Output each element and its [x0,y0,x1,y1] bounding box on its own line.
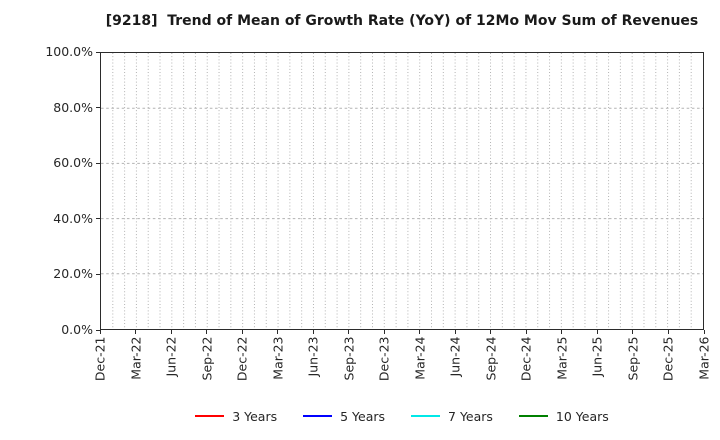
legend-item: 10 Years [518,408,609,424]
x-axis-tick-mark [348,330,350,334]
x-axis-tick-mark [525,330,527,334]
legend-item: 5 Years [303,409,385,424]
legend-label: 7 Years [448,408,493,424]
x-axis-tick-mark [135,330,137,334]
x-axis-tick-mark [277,330,279,334]
y-axis-tick-mark [96,107,100,109]
x-axis-tick-label: Sep-22 [199,336,215,381]
x-axis-tick-mark [632,330,634,334]
chart-title: [9218] Trend of Mean of Growth Rate (YoY… [105,13,699,29]
x-axis-tick-label: Mar-23 [270,336,286,380]
legend-label: 10 Years [555,408,609,424]
x-axis-tick-label: Mar-25 [554,336,570,380]
x-axis-tick-mark [667,330,669,334]
x-axis-tick-label: Dec-25 [660,336,676,382]
x-axis-tick-label: Sep-24 [483,336,499,381]
x-axis-tick-label: Jun-22 [163,336,179,377]
x-axis-tick-label: Mar-26 [696,336,712,380]
x-axis-tick-label: Sep-23 [341,336,357,381]
legend-line-swatch [411,414,441,418]
x-axis-tick-mark [419,330,421,334]
x-axis-tick-mark [703,330,705,334]
x-axis-tick-label: Dec-21 [92,336,108,382]
y-axis-tick-mark [96,51,100,53]
x-axis-tick-mark [454,330,456,334]
x-axis-tick-label: Jun-23 [305,336,321,377]
y-axis-tick-label: 60.0% [53,155,93,171]
x-axis-tick-label: Jun-24 [447,336,463,377]
x-axis-tick-label: Sep-25 [625,336,641,381]
legend-item: 7 Years [411,409,493,424]
y-axis-tick-label: 80.0% [53,99,93,115]
y-axis-tick-label: 20.0% [53,266,93,282]
gridlines [101,53,703,329]
chart-legend: 3 Years 5 Years 7 Years 10 Years [100,405,704,427]
y-axis-tick-label: 0.0% [61,322,93,337]
legend-line-swatch [303,414,333,418]
y-axis-tick-mark [96,329,100,331]
legend-line-swatch [195,414,225,418]
x-axis-tick-mark [170,330,172,334]
x-axis-tick-mark [206,330,208,334]
x-axis-tick-mark [241,330,243,334]
y-axis-tick-mark [96,162,100,164]
legend-label: 3 Years [232,408,278,424]
y-axis-tick-label: 100.0% [45,44,93,59]
x-axis-tick-mark [561,330,563,334]
y-axis-tick-mark [96,273,100,275]
plot-area [100,52,704,330]
y-axis-tick-label: 40.0% [53,210,93,226]
y-axis-tick-mark [96,218,100,220]
x-axis-tick-label: Mar-22 [128,336,144,380]
x-axis-tick-mark [596,330,598,334]
x-axis-tick-label: Dec-24 [518,336,534,382]
x-axis-tick-label: Dec-23 [376,336,392,382]
x-axis-tick-mark [312,330,314,334]
x-axis-tick-label: Mar-24 [412,336,428,380]
x-axis-tick-mark [383,330,385,334]
legend-line-swatch [518,414,548,418]
legend-item: 3 Years [195,409,277,424]
legend-label: 5 Years [340,408,386,424]
x-axis-tick-mark [99,330,101,334]
x-axis-tick-label: Jun-25 [589,336,605,377]
x-axis-tick-mark [490,330,492,334]
x-axis-tick-label: Dec-22 [234,336,250,382]
